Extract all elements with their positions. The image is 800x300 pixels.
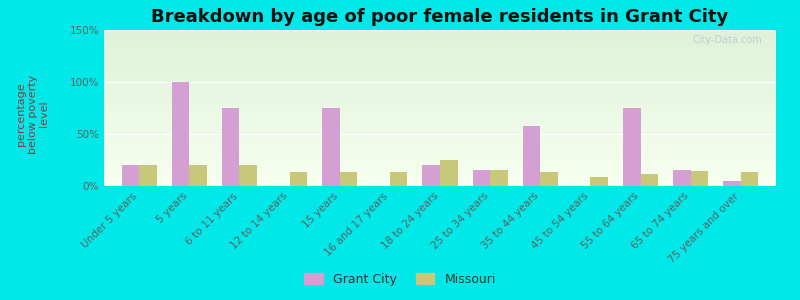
Bar	[741, 172, 758, 186]
Bar	[222, 108, 239, 186]
Bar	[641, 173, 658, 186]
Bar	[522, 126, 540, 186]
Bar	[239, 165, 257, 186]
Bar	[322, 108, 340, 186]
Bar	[623, 108, 641, 186]
Text: percentage
below poverty
level: percentage below poverty level	[16, 74, 50, 154]
Legend: Grant City, Missouri: Grant City, Missouri	[299, 268, 501, 291]
Bar	[590, 177, 608, 186]
Bar	[540, 172, 558, 186]
Bar	[290, 172, 307, 186]
Bar	[172, 82, 190, 186]
Bar	[440, 160, 458, 186]
Bar	[690, 171, 708, 186]
Bar	[390, 172, 407, 186]
Bar	[723, 181, 741, 186]
Bar	[490, 170, 508, 186]
Bar	[139, 165, 157, 186]
Bar	[190, 165, 207, 186]
Bar	[673, 170, 690, 186]
Bar	[422, 165, 440, 186]
Bar	[340, 172, 358, 186]
Text: City-Data.com: City-Data.com	[693, 35, 762, 45]
Bar	[122, 165, 139, 186]
Title: Breakdown by age of poor female residents in Grant City: Breakdown by age of poor female resident…	[151, 8, 729, 26]
Bar	[473, 170, 490, 186]
